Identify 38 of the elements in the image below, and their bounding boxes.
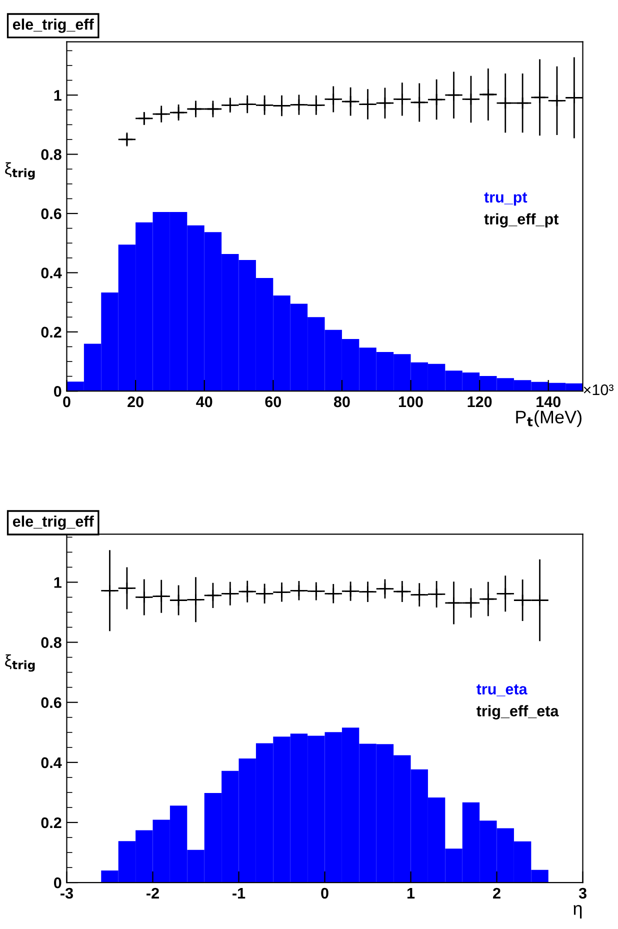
x-tick-label: 1 — [407, 888, 415, 898]
x-tick-label: -2 — [146, 888, 159, 898]
y-tick-label: 1 — [54, 90, 62, 101]
y-tick-label: 0.6 — [41, 208, 62, 220]
y-axis-title: ξ$_{trig}$ — [5, 654, 35, 672]
x-tick-label: 60 — [265, 396, 282, 408]
x-tick-label: -3 — [60, 888, 73, 899]
x-tick-label: 0 — [321, 888, 328, 899]
text: trig_eff_eta — [476, 705, 559, 720]
x-tick-label: 80 — [334, 396, 350, 408]
text: tru_eta — [476, 684, 528, 696]
x-tick-label: 2 — [493, 888, 500, 898]
y-tick-label: 1 — [54, 577, 62, 588]
y-axis-title: ξ$_{trig}$ — [5, 162, 35, 180]
text: trig_eff_pt — [484, 213, 559, 228]
x-tick-label: 140 — [536, 396, 560, 408]
x-axis-title: P$_{t}$(MeV) — [516, 410, 582, 428]
y-tick-label: 0.2 — [41, 817, 62, 828]
x-tick-label: 3 — [578, 888, 586, 899]
y-tick-label: 0 — [54, 877, 62, 888]
y-tick-label: 0.4 — [41, 757, 62, 768]
x-tick-label: 20 — [128, 396, 144, 408]
x-tick-label: 0 — [63, 396, 70, 408]
chart-title: ele_trig_eff — [12, 516, 94, 530]
y-tick-label: 0.2 — [41, 326, 62, 338]
chart-title: ele_trig_eff — [12, 18, 94, 33]
text: tru_pt — [484, 192, 528, 206]
y-tick-label: 0 — [54, 386, 62, 397]
x-tick-label: 40 — [196, 396, 212, 408]
y-tick-label: 0.8 — [41, 637, 62, 648]
y-tick-label: 0.6 — [41, 697, 62, 708]
x-tick-label: 100 — [398, 396, 423, 408]
x-tick-label: 120 — [468, 396, 492, 408]
y-tick-label: 0.8 — [41, 149, 62, 160]
x-axis-title: η — [574, 905, 582, 918]
y-tick-label: 0.4 — [41, 268, 62, 278]
text: ×10³ — [584, 384, 614, 396]
x-tick-label: -1 — [232, 888, 246, 898]
